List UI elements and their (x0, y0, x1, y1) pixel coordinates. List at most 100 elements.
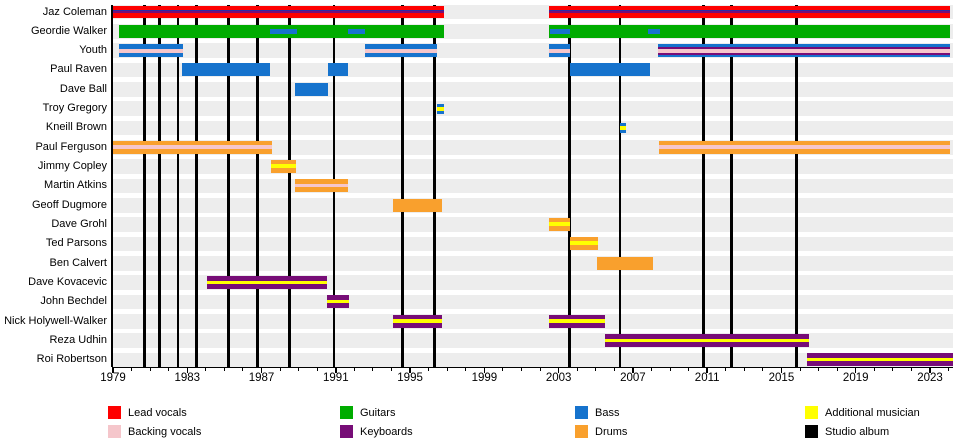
bar-stripe (119, 52, 183, 58)
legend-item: Guitars (340, 406, 560, 420)
bar-stripe (549, 48, 570, 53)
x-axis-minor-tick (539, 368, 541, 371)
x-axis-minor-tick (279, 368, 281, 371)
legend-swatch (108, 406, 121, 419)
bar-stripe (437, 106, 445, 111)
timeline-row-band (112, 256, 953, 271)
member-label: Troy Gregory (42, 102, 107, 115)
x-axis-minor-tick (650, 368, 652, 371)
member-bar (119, 44, 183, 58)
bar-stripe (294, 82, 329, 96)
bar-stripe (437, 103, 445, 107)
x-axis-major-tick (780, 368, 783, 373)
member-bar (393, 314, 442, 328)
member-bar (596, 256, 654, 270)
member-label: Dave Kovacevic (28, 276, 107, 289)
member-bar (605, 334, 810, 348)
legend-item: Backing vocals (108, 425, 328, 439)
member-bar (549, 24, 951, 38)
x-axis-minor-tick (743, 368, 745, 371)
bar-stripe (549, 222, 570, 227)
x-axis-major-tick (112, 368, 114, 373)
x-axis-minor-tick (520, 368, 522, 371)
x-axis-major-tick (335, 368, 337, 373)
bar-stripe (549, 13, 951, 19)
x-axis-major-tick (854, 368, 857, 373)
bar-stripe (549, 319, 606, 323)
bar-stripe (549, 322, 606, 328)
member-bar (269, 28, 297, 34)
x-axis-major-tick (483, 368, 486, 373)
bar-stripe (326, 303, 349, 309)
member-bar (807, 353, 954, 367)
member-bar (569, 63, 650, 77)
member-bar (206, 276, 327, 290)
bar-stripe (657, 44, 951, 47)
member-label: Paul Raven (50, 63, 107, 76)
bar-stripe (807, 357, 954, 362)
x-axis-minor-tick (836, 368, 838, 371)
bar-stripe (596, 256, 654, 270)
member-label: Ben Calvert (49, 256, 107, 269)
album-line (729, 5, 733, 367)
member-bar (364, 44, 437, 58)
album-line (287, 5, 291, 367)
member-bar (113, 5, 445, 19)
bar-stripe (569, 237, 598, 242)
bar-stripe (113, 13, 445, 19)
bar-stripe (657, 48, 951, 53)
album-line (401, 5, 405, 367)
member-bar (294, 179, 348, 193)
album-line (143, 5, 146, 367)
legend-swatch (805, 425, 818, 438)
legend-item: Bass (575, 406, 795, 420)
member-label: Roi Robertson (36, 353, 107, 366)
bar-stripe (294, 187, 348, 193)
bar-stripe (119, 48, 183, 53)
bar-stripe (364, 52, 437, 58)
album-line (195, 5, 198, 367)
bar-stripe (206, 284, 327, 290)
bar-stripe (393, 314, 442, 320)
bar-stripe (605, 338, 810, 343)
x-axis-minor-tick (725, 368, 727, 371)
bar-stripe (647, 28, 660, 34)
x-axis-major-tick (186, 368, 189, 373)
bar-stripe (657, 52, 951, 55)
member-bar (393, 198, 442, 212)
legend-swatch (108, 425, 121, 438)
member-label: Nick Holywell-Walker (4, 314, 107, 327)
member-bar (549, 218, 570, 232)
legend-swatch (805, 406, 818, 419)
legend-item: Studio album (805, 425, 960, 439)
legend-item: Keyboards (340, 425, 560, 439)
x-axis-label: 1979 (100, 372, 126, 384)
member-bar (549, 5, 951, 19)
x-axis-minor-tick (149, 368, 151, 371)
timeline-row-band (112, 314, 953, 329)
bar-stripe (549, 11, 951, 14)
bar-stripe (393, 319, 442, 323)
x-axis-minor-tick (242, 368, 244, 371)
x-axis-minor-tick (316, 368, 318, 371)
bar-stripe (113, 11, 445, 14)
legend-label: Backing vocals (128, 426, 202, 438)
legend-item: Drums (575, 425, 795, 439)
bar-stripe (569, 245, 598, 251)
y-axis-line (110, 5, 113, 367)
timeline-row-band (112, 159, 953, 174)
legend-label: Drums (595, 426, 628, 438)
member-label: Dave Ball (59, 82, 107, 95)
x-axis-minor-tick (391, 368, 393, 371)
x-axis-minor-tick (205, 368, 207, 371)
legend-label: Keyboards (360, 426, 413, 438)
bar-stripe (364, 48, 437, 53)
bar-stripe (113, 140, 272, 146)
member-label: Reza Udhin (49, 334, 107, 347)
member-label: Youth (79, 44, 107, 57)
bar-stripe (658, 145, 951, 149)
bar-stripe (605, 334, 810, 339)
bar-stripe (549, 10, 951, 12)
member-label: Geoff Dugmore (31, 198, 107, 211)
